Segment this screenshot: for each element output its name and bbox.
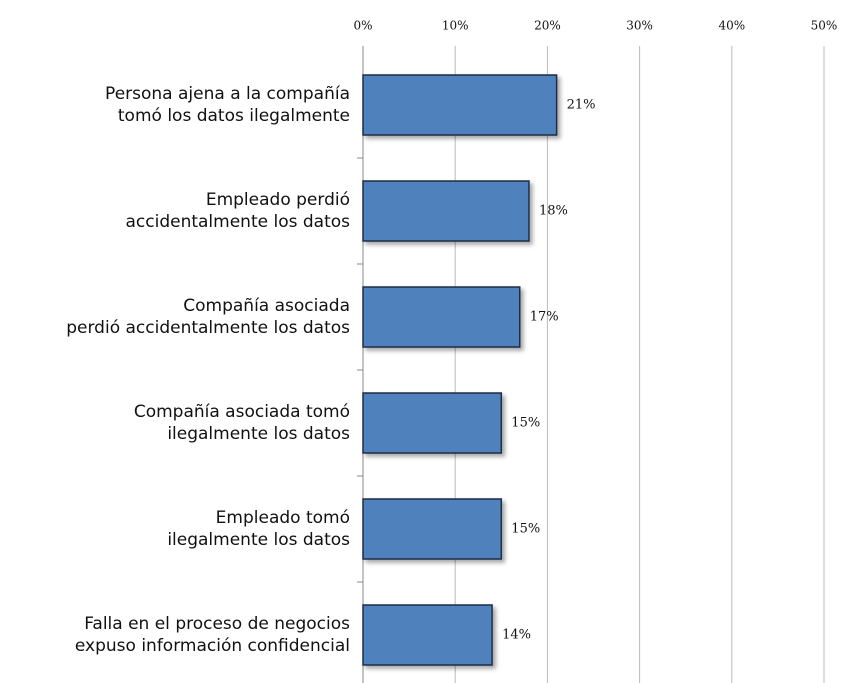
value-label: 18% — [539, 204, 568, 219]
value-label: 14% — [502, 628, 531, 643]
bar — [362, 604, 493, 666]
y-tick-label: Persona ajena a la compañía tomó los dato… — [105, 84, 350, 126]
x-tick-label: 0% — [353, 19, 372, 33]
x-tick-label: 30% — [626, 19, 653, 33]
bar — [362, 392, 503, 454]
x-tick-label: 40% — [718, 19, 745, 33]
bar — [362, 180, 530, 242]
x-tick-label: 10% — [442, 19, 469, 33]
y-tick-label: Compañía asociada perdió accidentalmente … — [66, 296, 350, 338]
y-tick-label: Compañía asociada tomó ilegalmente los da… — [134, 402, 350, 444]
y-tick-label: Empleado perdió accidentalmente los datos — [125, 190, 350, 232]
x-tick-label: 20% — [534, 19, 561, 33]
bar — [362, 286, 521, 348]
value-label: 17% — [530, 310, 559, 325]
bar — [362, 74, 558, 136]
bar — [362, 498, 503, 560]
y-tick-label: Falla en el proceso de negocios expuso in… — [75, 614, 350, 656]
x-tick-label: 50% — [811, 19, 838, 33]
value-label: 15% — [511, 416, 540, 431]
value-label: 15% — [511, 522, 540, 537]
value-label: 21% — [567, 98, 596, 113]
y-tick-label: Empleado tomó ilegalmente los datos — [167, 508, 350, 550]
